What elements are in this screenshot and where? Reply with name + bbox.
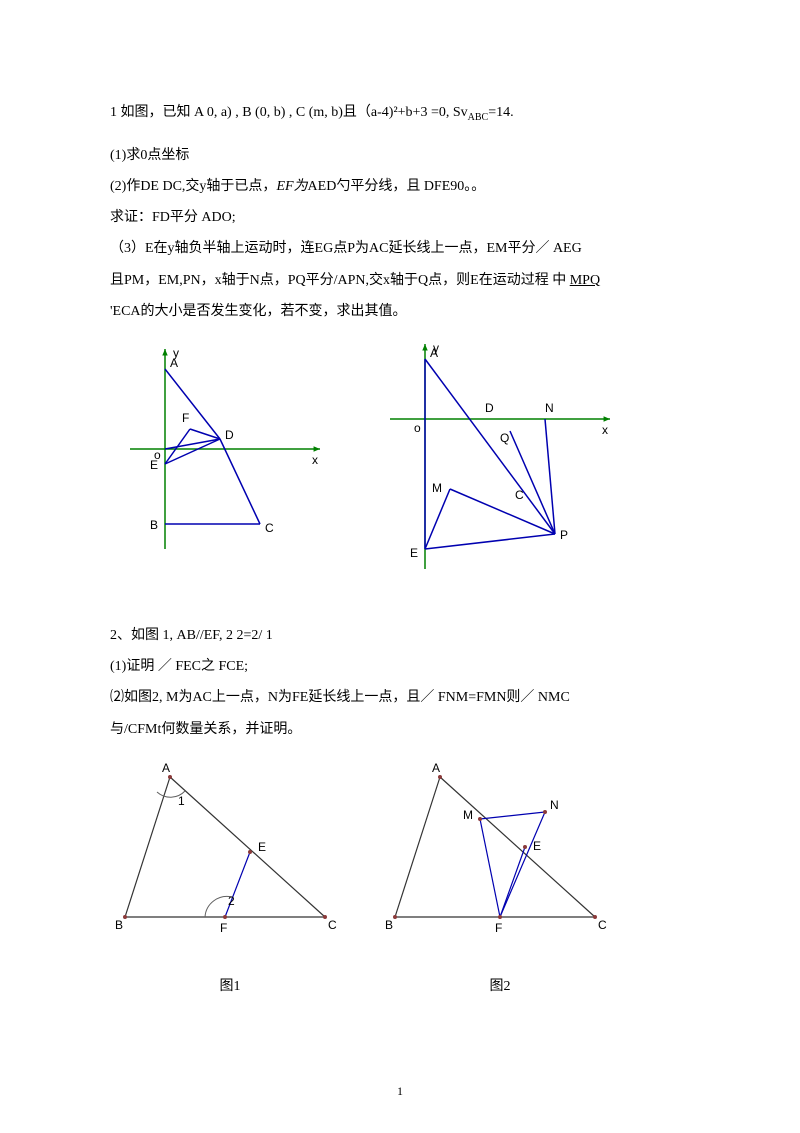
svg-text:E: E <box>533 839 541 853</box>
svg-text:D: D <box>225 428 234 442</box>
svg-text:M: M <box>432 481 442 495</box>
diagrams-row-1: xyAFDEBCo xyADNQMCPEo <box>110 339 690 598</box>
p1-sub: ABC <box>468 112 489 123</box>
svg-text:C: C <box>598 918 607 932</box>
p1-q3-under: MPQ <box>570 273 600 288</box>
diagram-3-svg: 1 2 A E B F C <box>110 757 350 957</box>
svg-text:P: P <box>560 528 568 542</box>
svg-text:1: 1 <box>178 794 185 808</box>
fig2-caption: 图2 <box>380 974 620 999</box>
svg-text:F: F <box>220 921 227 935</box>
diagram-1: xyAFDEBCo <box>110 339 340 598</box>
svg-text:D: D <box>485 401 494 415</box>
svg-text:C: C <box>515 488 524 502</box>
p2-q2-l2: 与/CFMt何数量关系，并证明。 <box>110 717 690 742</box>
svg-text:A: A <box>432 761 440 775</box>
p1-q2: (2)作DE DC,交y轴于已点，EF为AED勺平分线，且 DFE90。。 <box>110 174 690 199</box>
p1-q3-l3: 'ECA的大小是否发生变化，若不变，求出其值。 <box>110 299 690 324</box>
fig1-caption: 图1 <box>110 974 350 999</box>
svg-text:N: N <box>550 798 559 812</box>
page-number: 1 <box>397 1081 403 1103</box>
p1-q3-l2a: 且PM，EM,PN，x轴于N点，PQ平分/APN,交x轴于Q点，则E在运动过程 … <box>110 273 570 288</box>
svg-text:F: F <box>495 921 502 935</box>
svg-text:C: C <box>328 918 337 932</box>
svg-text:x: x <box>602 423 608 437</box>
diagrams-row-2: 1 2 A E B F C 图1 A M N E B F C 图2 <box>110 757 690 999</box>
svg-text:B: B <box>150 518 158 532</box>
diagram-4: A M N E B F C 图2 <box>380 757 620 999</box>
svg-text:F: F <box>182 411 189 425</box>
svg-text:B: B <box>385 918 393 932</box>
p1-q2-a: (2)作DE DC,交y轴于已点， <box>110 179 276 194</box>
svg-text:E: E <box>258 840 266 854</box>
p2-q1: (1)证明 ／ FEC之 FCE; <box>110 654 690 679</box>
p1-intro-text: 1 如图，已知 A 0, a) , B (0, b) , C (m, b)且（a… <box>110 105 468 120</box>
p1-q2-b: AED勺平分线，且 DFE90。。 <box>308 179 486 194</box>
svg-text:2: 2 <box>228 894 235 908</box>
p2-q2-l1: ⑵如图2, M为AC上一点，N为FE延长线上一点，且／ FNM=FMN则／ NM… <box>110 685 690 710</box>
p1-q3-l1: （3）E在y轴负半轴上运动时，连EG点P为AC延长线上一点，EM平分／ AEG <box>110 236 690 261</box>
page: 1 如图，已知 A 0, a) , B (0, b) , C (m, b)且（a… <box>0 0 800 1133</box>
svg-text:C: C <box>265 521 274 535</box>
svg-text:o: o <box>154 448 161 462</box>
svg-text:o: o <box>414 421 421 435</box>
p1-q2-proof: 求证：FD平分 ADO; <box>110 205 690 230</box>
diagram-1-svg: xyAFDEBCo <box>110 339 340 569</box>
p1-q1: (1)求0点坐标 <box>110 143 690 168</box>
p2-intro: 2、如图 1, AB//EF, 2 2=2/ 1 <box>110 623 690 648</box>
svg-text:A: A <box>430 346 438 360</box>
svg-text:E: E <box>410 546 418 560</box>
svg-text:Q: Q <box>500 431 509 445</box>
diagram-2: xyADNQMCPEo <box>370 339 630 598</box>
svg-text:N: N <box>545 401 554 415</box>
diagram-4-svg: A M N E B F C <box>380 757 620 957</box>
p1-intro: 1 如图，已知 A 0, a) , B (0, b) , C (m, b)且（a… <box>110 100 690 127</box>
p1-q2-italic: EF为 <box>276 179 307 194</box>
svg-text:B: B <box>115 918 123 932</box>
p1-q3-l2: 且PM，EM,PN，x轴于N点，PQ平分/APN,交x轴于Q点，则E在运动过程 … <box>110 268 690 293</box>
svg-text:x: x <box>312 453 318 467</box>
diagram-2-svg: xyADNQMCPEo <box>370 339 630 589</box>
svg-text:A: A <box>170 356 178 370</box>
p1-intro-end: =14. <box>488 105 513 120</box>
svg-text:A: A <box>162 761 170 775</box>
svg-text:M: M <box>463 808 473 822</box>
diagram-3: 1 2 A E B F C 图1 <box>110 757 350 999</box>
